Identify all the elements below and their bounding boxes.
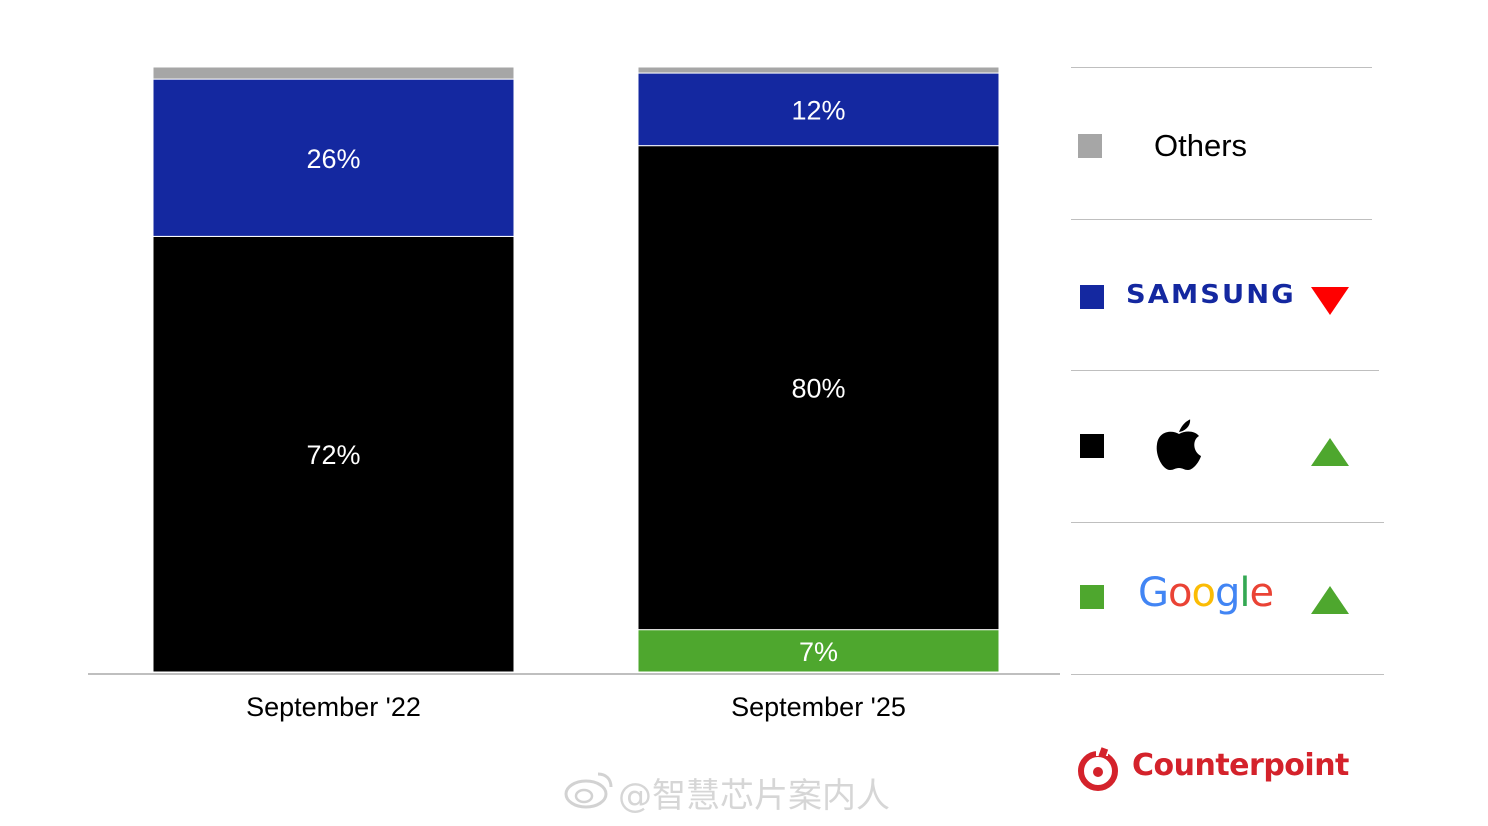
counterpoint-logo-icon xyxy=(1078,746,1118,791)
bar-segment-apple-1 xyxy=(152,235,515,673)
bar-segment-samsung-1 xyxy=(152,78,515,237)
category-label-2: September '25 xyxy=(731,692,906,722)
legend-label-others: Others xyxy=(1154,128,1248,163)
apple-logo-icon xyxy=(1156,419,1201,470)
counterpoint-logo-text: Counterpoint xyxy=(1132,748,1349,783)
legend-swatch-google xyxy=(1080,585,1104,609)
data-label-samsung-1: 26% xyxy=(306,144,360,174)
trend-down-icon xyxy=(1311,287,1349,315)
legend-divider xyxy=(1071,370,1379,371)
google-logo-letter: o xyxy=(1168,570,1193,616)
watermark-text: @智慧芯片案内人 xyxy=(618,776,890,816)
data-label-google-2: 7% xyxy=(799,637,838,667)
data-label-samsung-2: 12% xyxy=(791,95,845,125)
legend-divider xyxy=(1071,67,1372,68)
legend-divider xyxy=(1071,674,1384,675)
google-logo-letter: o xyxy=(1191,570,1216,616)
legend-swatch-apple xyxy=(1080,434,1104,458)
bar-segment-samsung-2 xyxy=(637,72,1000,147)
bar-segment-apple-2 xyxy=(637,145,1000,631)
bar-segment-others-1 xyxy=(152,66,515,80)
legend-swatch-samsung xyxy=(1080,285,1104,309)
google-logo-letter: e xyxy=(1249,570,1274,616)
legend-divider xyxy=(1071,219,1372,220)
trend-up-icon xyxy=(1311,438,1349,466)
google-logo-letter: G xyxy=(1138,570,1169,616)
google-logo-letter: g xyxy=(1214,570,1240,616)
trend-up-icon xyxy=(1311,586,1349,614)
legend-swatch-others xyxy=(1078,134,1102,158)
google-logo: Google xyxy=(1138,570,1274,616)
weibo-watermark-icon xyxy=(564,772,613,809)
google-logo-letter: l xyxy=(1239,570,1250,616)
data-label-apple-1: 72% xyxy=(306,440,360,470)
legend-divider xyxy=(1071,522,1384,523)
category-label-1: September '22 xyxy=(246,692,421,722)
data-label-apple-2: 80% xyxy=(791,374,845,404)
samsung-logo: SAMSUNG xyxy=(1126,280,1296,310)
bar-segment-others-2 xyxy=(637,66,1000,74)
stacked-bar-chart: 72% 26% September '22 7% 80% 12% September '25 xyxy=(88,66,1060,722)
